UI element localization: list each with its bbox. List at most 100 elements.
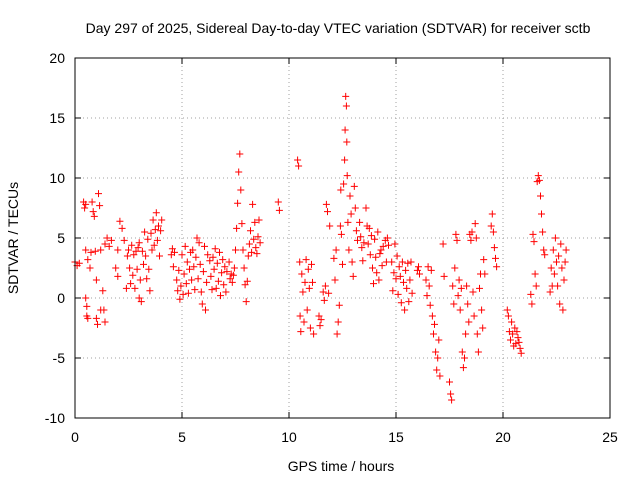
data-point <box>344 218 352 226</box>
data-point <box>308 260 315 268</box>
data-point <box>462 330 470 338</box>
x-tick-label: 10 <box>281 429 297 445</box>
data-point <box>88 198 96 206</box>
data-point <box>249 200 257 208</box>
data-point <box>447 390 455 398</box>
data-point <box>336 222 344 230</box>
data-point <box>133 265 141 273</box>
data-point <box>150 241 158 249</box>
data-point <box>339 260 346 268</box>
y-tick-label: 20 <box>49 50 65 66</box>
data-point <box>189 246 197 254</box>
data-point <box>450 300 458 308</box>
data-point <box>251 218 259 226</box>
data-point <box>458 348 466 356</box>
data-point <box>559 306 567 314</box>
data-point <box>367 232 375 240</box>
data-point <box>332 246 340 254</box>
data-point <box>202 306 209 314</box>
data-point <box>530 238 538 246</box>
data-point <box>112 264 120 272</box>
data-point <box>324 208 331 216</box>
data-point <box>393 252 401 260</box>
data-point <box>366 251 374 259</box>
data-point <box>173 276 181 284</box>
data-point <box>137 298 145 306</box>
data-point <box>182 280 190 288</box>
data-point <box>383 234 391 242</box>
data-point <box>81 204 89 212</box>
data-point <box>144 235 152 243</box>
data-point <box>532 282 540 290</box>
data-point <box>143 275 151 283</box>
data-point <box>97 246 105 254</box>
data-point <box>228 278 236 286</box>
data-point <box>241 281 249 289</box>
data-point <box>135 294 143 302</box>
data-point <box>196 260 204 268</box>
data-point <box>509 330 517 338</box>
data-point <box>556 300 564 308</box>
data-point <box>529 230 537 238</box>
data-point <box>248 248 256 256</box>
data-point <box>508 318 516 326</box>
data-point <box>560 276 568 284</box>
data-point <box>535 176 543 184</box>
data-point <box>549 246 557 254</box>
data-point <box>449 282 457 290</box>
data-point <box>180 270 188 278</box>
data-point <box>213 259 221 267</box>
data-point <box>242 298 250 306</box>
data-point <box>244 252 252 260</box>
data-point <box>404 259 412 267</box>
data-point <box>407 258 415 266</box>
data-point <box>305 284 313 292</box>
data-point <box>235 168 243 176</box>
data-point <box>342 102 350 110</box>
data-point <box>209 253 217 261</box>
data-point <box>369 264 376 272</box>
data-point <box>229 271 237 279</box>
data-point <box>181 242 189 250</box>
data-point <box>424 263 432 271</box>
data-point <box>558 264 566 272</box>
data-point <box>296 312 304 320</box>
data-point <box>130 251 138 259</box>
data-point <box>96 202 104 210</box>
y-tick-label: -10 <box>45 410 65 426</box>
y-axis-label: SDTVAR / TECUs <box>5 182 21 294</box>
data-point <box>427 266 435 274</box>
data-point <box>151 226 159 234</box>
data-point <box>426 301 434 309</box>
data-point <box>432 348 440 356</box>
data-point <box>547 264 555 272</box>
data-point <box>134 244 142 252</box>
data-point <box>456 306 464 314</box>
data-point <box>175 266 183 274</box>
data-point <box>401 306 409 314</box>
data-point <box>234 199 242 207</box>
data-point <box>439 240 447 248</box>
data-point <box>198 300 206 308</box>
data-point <box>342 92 350 100</box>
data-point <box>349 272 357 280</box>
data-point <box>512 340 520 348</box>
data-point <box>107 236 115 244</box>
data-point <box>82 200 90 208</box>
data-point <box>218 269 226 277</box>
data-point <box>138 247 146 255</box>
data-point <box>294 156 302 164</box>
data-point <box>551 234 559 242</box>
data-point <box>303 306 311 314</box>
data-point <box>335 301 343 309</box>
data-point <box>304 265 312 273</box>
data-point <box>92 276 100 284</box>
data-point <box>413 266 421 274</box>
data-point <box>405 298 413 306</box>
data-point <box>343 172 351 180</box>
data-point <box>103 234 111 242</box>
data-point <box>539 228 547 236</box>
data-point <box>95 190 102 198</box>
data-point <box>341 126 349 134</box>
data-point <box>467 236 475 244</box>
